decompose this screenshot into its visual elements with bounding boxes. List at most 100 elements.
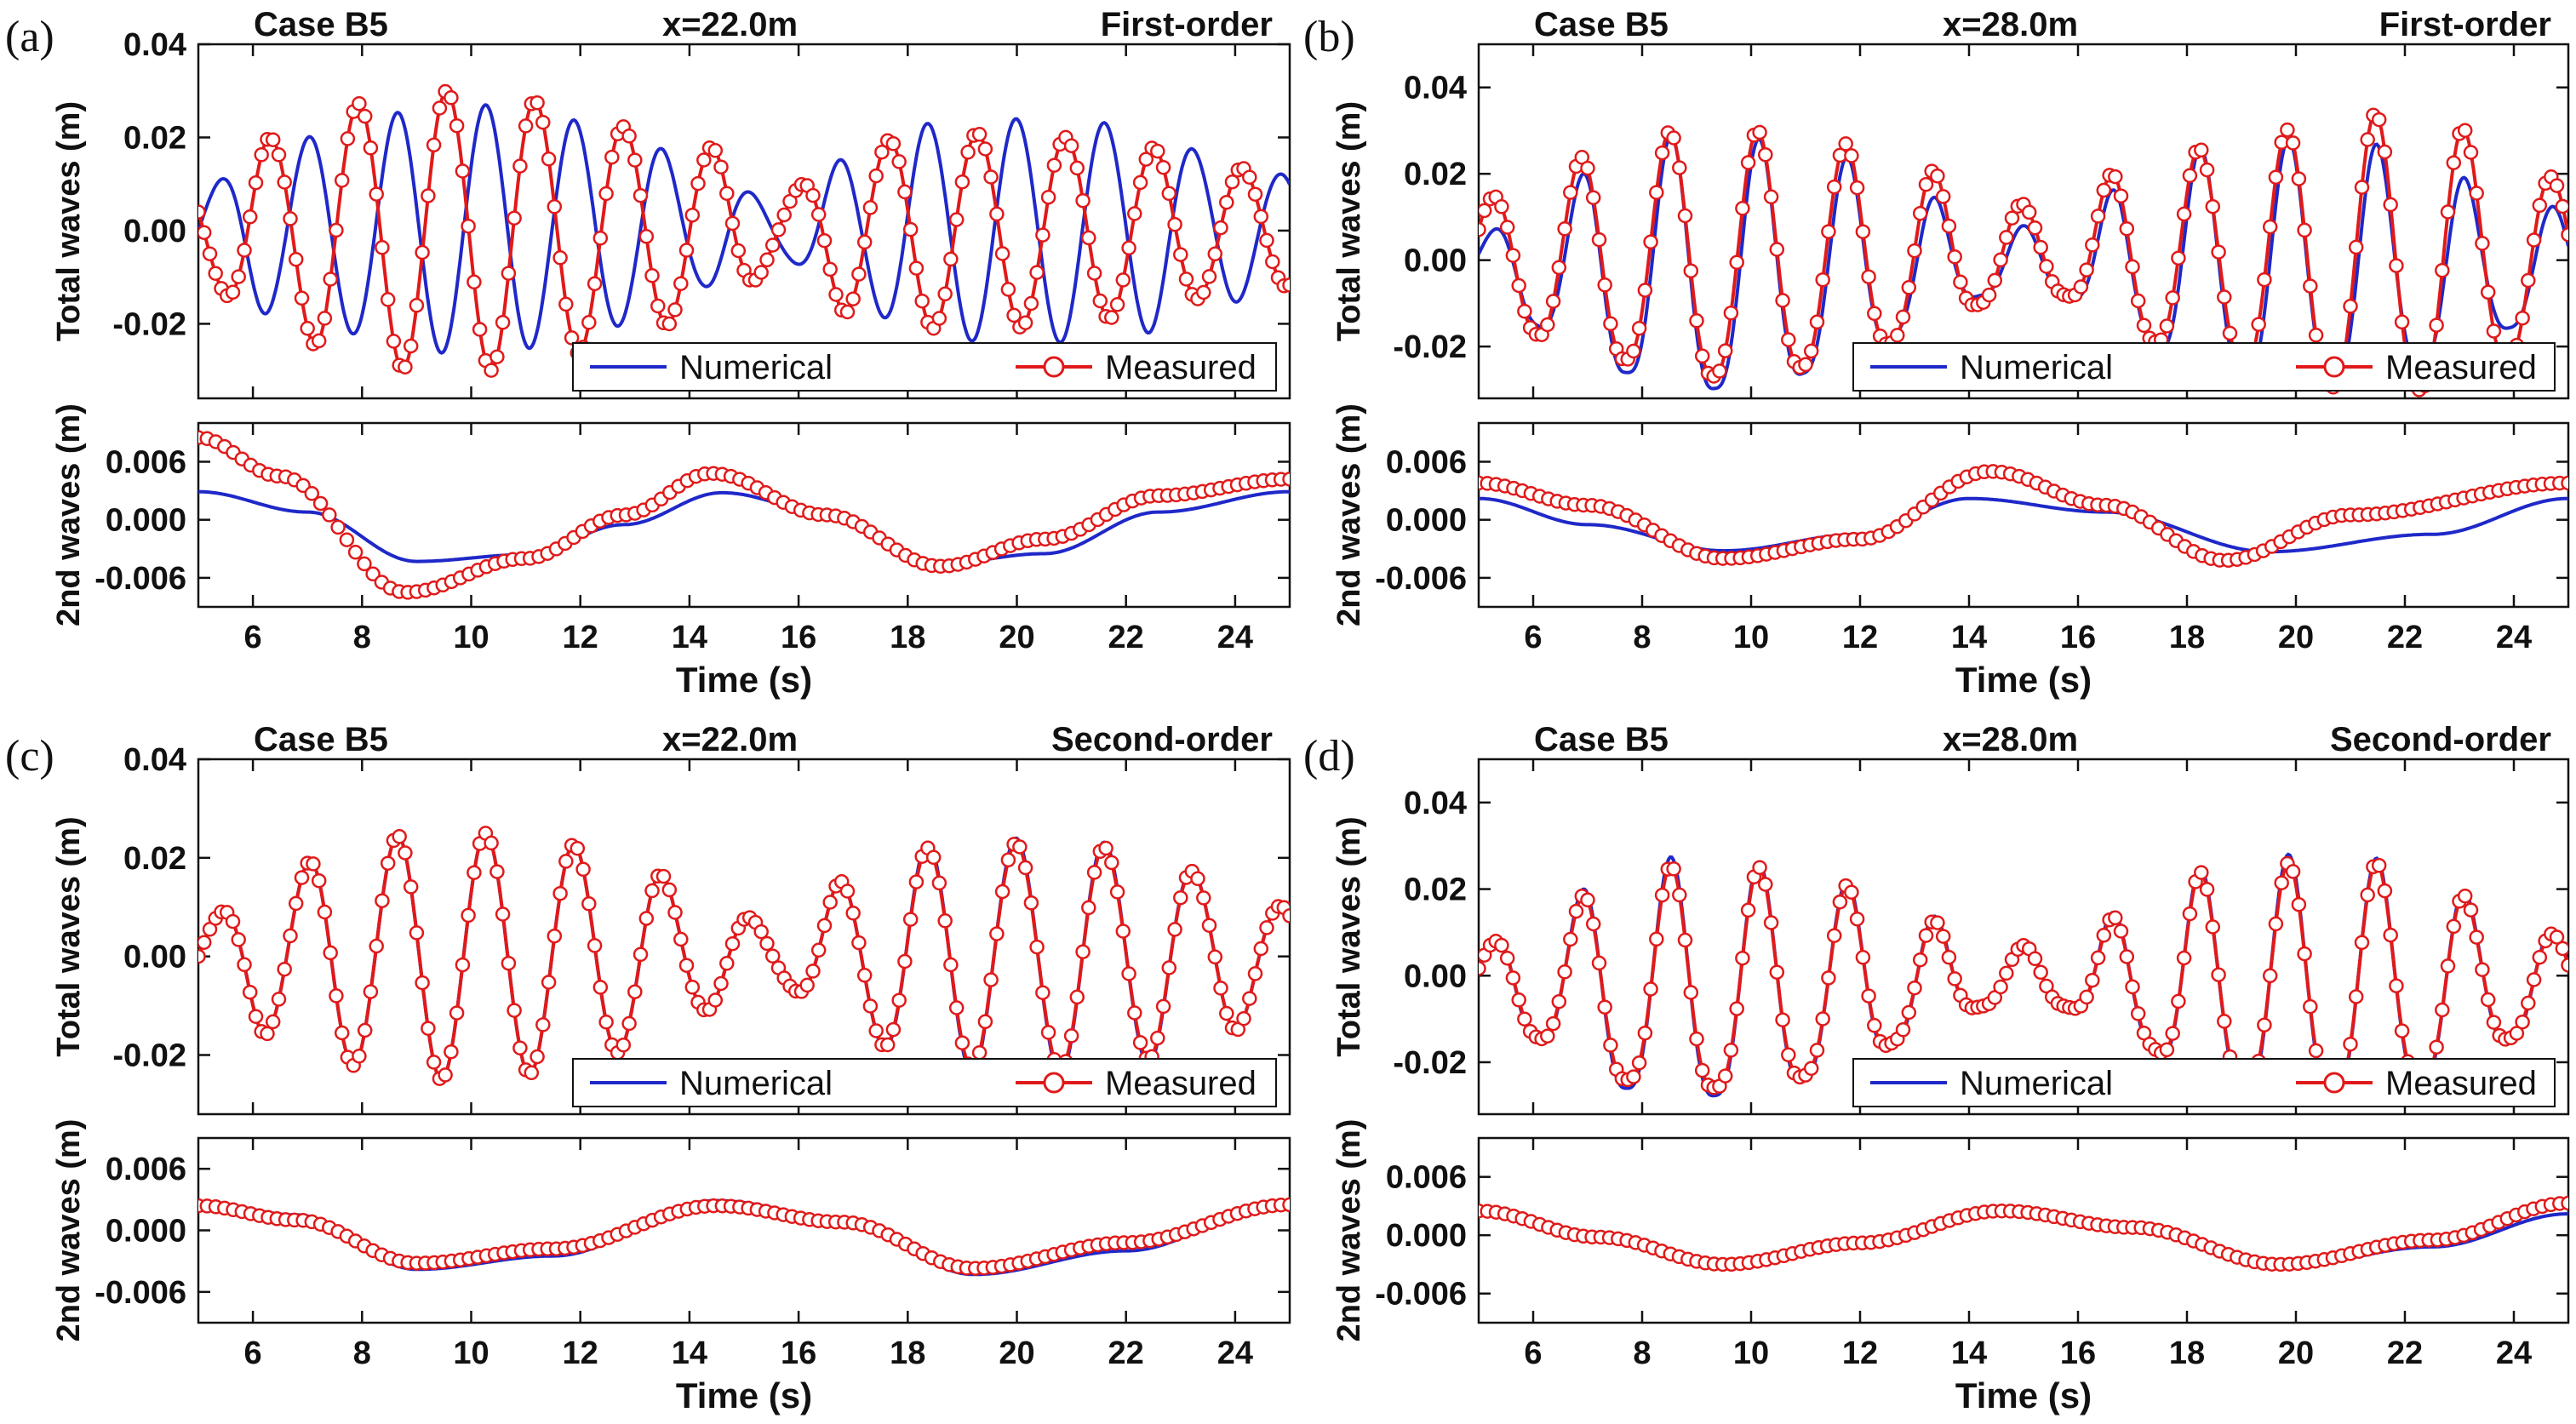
measured-point — [198, 204, 206, 220]
x-tick-label: 12 — [1842, 620, 1878, 655]
measured-point — [828, 287, 844, 302]
measured-point — [1081, 230, 1096, 246]
measured-point — [198, 935, 212, 950]
measured-point — [1809, 314, 1825, 330]
measured-point — [421, 188, 436, 203]
measured-point — [2446, 918, 2462, 935]
measured-point — [467, 865, 482, 880]
measured-point — [638, 911, 655, 926]
measured-point — [2165, 1026, 2180, 1041]
y-axis-label: Total waves (m) — [51, 816, 87, 1056]
measured-point — [1694, 348, 1710, 364]
measured-point — [444, 90, 459, 106]
measured-point — [1993, 252, 2008, 268]
measured-point — [512, 158, 528, 174]
measured-point — [1098, 840, 1113, 856]
measured-point — [753, 265, 769, 280]
measured-point — [724, 215, 741, 232]
legend-measured-marker — [1043, 1072, 1065, 1094]
measured-point — [1672, 160, 1687, 175]
measured-series-line — [198, 831, 1290, 1082]
x-tick-label: 22 — [1108, 1335, 1144, 1371]
measured-point — [2136, 317, 2152, 334]
measured-point — [1000, 282, 1016, 297]
measured-point — [1259, 232, 1274, 249]
measured-point — [810, 207, 827, 222]
measured-point — [759, 252, 775, 268]
measured-point — [954, 174, 970, 190]
y-axis-label: 2nd waves (m) — [1331, 403, 1367, 626]
measured-point — [1591, 232, 1607, 248]
measured-point — [2429, 317, 2444, 333]
measured-point — [1637, 1025, 1653, 1041]
measured-point — [1150, 143, 1165, 159]
measured-point — [2521, 995, 2536, 1011]
measured-point — [1694, 1062, 1710, 1078]
measured-point — [1907, 243, 1922, 259]
measured-point — [1901, 280, 1917, 295]
measured-point — [2194, 865, 2209, 880]
measured-point — [403, 338, 419, 354]
x-tick-label: 14 — [1951, 1335, 1987, 1371]
measured-point — [1282, 1197, 1290, 1213]
x-tick-label: 10 — [453, 1335, 489, 1371]
measured-point — [891, 992, 907, 1008]
measured-point — [770, 222, 787, 237]
measured-point — [2515, 310, 2530, 326]
measured-point — [753, 924, 769, 940]
x-axis-label: Time (s) — [1955, 1375, 2092, 1415]
measured-point — [1242, 169, 1257, 185]
measured-point — [1591, 955, 1607, 971]
measured-point — [1803, 1061, 1819, 1076]
y-tick-label: -0.006 — [1375, 561, 1467, 597]
measured-point — [2297, 222, 2312, 238]
legend-measured-marker — [1043, 356, 1065, 378]
panel-b: (b) Case B5 x=28.0m First-order -0.02 0.00 0.0… — [1303, 6, 2570, 700]
measured-point — [707, 992, 724, 1008]
measured-point — [409, 925, 425, 941]
measured-point — [1752, 124, 1767, 140]
measured-point — [1242, 991, 1257, 1006]
x-tick-label: 16 — [2060, 1335, 2096, 1371]
x-tick-label: 6 — [244, 1335, 262, 1371]
y-tick-label: 0.006 — [106, 1152, 186, 1187]
measured-point — [948, 1000, 965, 1015]
measured-point — [902, 912, 919, 927]
measured-point — [530, 94, 545, 111]
measured-point — [1941, 949, 1957, 965]
measured-point — [1666, 861, 1681, 877]
measured-point — [231, 932, 246, 947]
measured-point — [696, 152, 712, 168]
measured-point — [570, 840, 586, 856]
measured-point — [615, 1037, 632, 1053]
measured-point — [330, 519, 346, 535]
measured-point — [1017, 315, 1033, 330]
measured-point — [1585, 916, 1601, 932]
y-tick-label: 0.02 — [123, 120, 186, 156]
measured-point — [764, 237, 781, 253]
measured-point — [455, 163, 471, 179]
measured-point — [339, 532, 355, 547]
measured-point — [1781, 332, 1796, 347]
measured-point — [2108, 910, 2123, 926]
measured-point — [581, 315, 597, 330]
legend: Numerical Measured — [572, 342, 1277, 392]
case-title: Case B5 — [254, 721, 388, 758]
measured-point — [2457, 123, 2473, 138]
x-tick-label: 8 — [353, 1335, 371, 1371]
measured-point — [1654, 145, 1670, 161]
y-tick-label: -0.02 — [1393, 1045, 1467, 1081]
measured-point — [592, 980, 609, 995]
measured-point — [1213, 981, 1228, 996]
measured-point — [547, 928, 563, 944]
x-tick-label: 6 — [244, 620, 262, 655]
x-tick-label: 16 — [781, 620, 816, 655]
measured-point — [1918, 176, 1934, 192]
measured-point — [856, 234, 873, 250]
y-axis-label: Total waves (m) — [51, 101, 87, 341]
measured-point — [461, 907, 476, 924]
measured-point — [1253, 209, 1269, 225]
total-waves-plot: -0.02 0.00 0.02 0.04 Total waves (m) — [51, 742, 1291, 1116]
x-axis-label: Time (s) — [1955, 660, 2092, 700]
measured-point — [1717, 1068, 1733, 1084]
